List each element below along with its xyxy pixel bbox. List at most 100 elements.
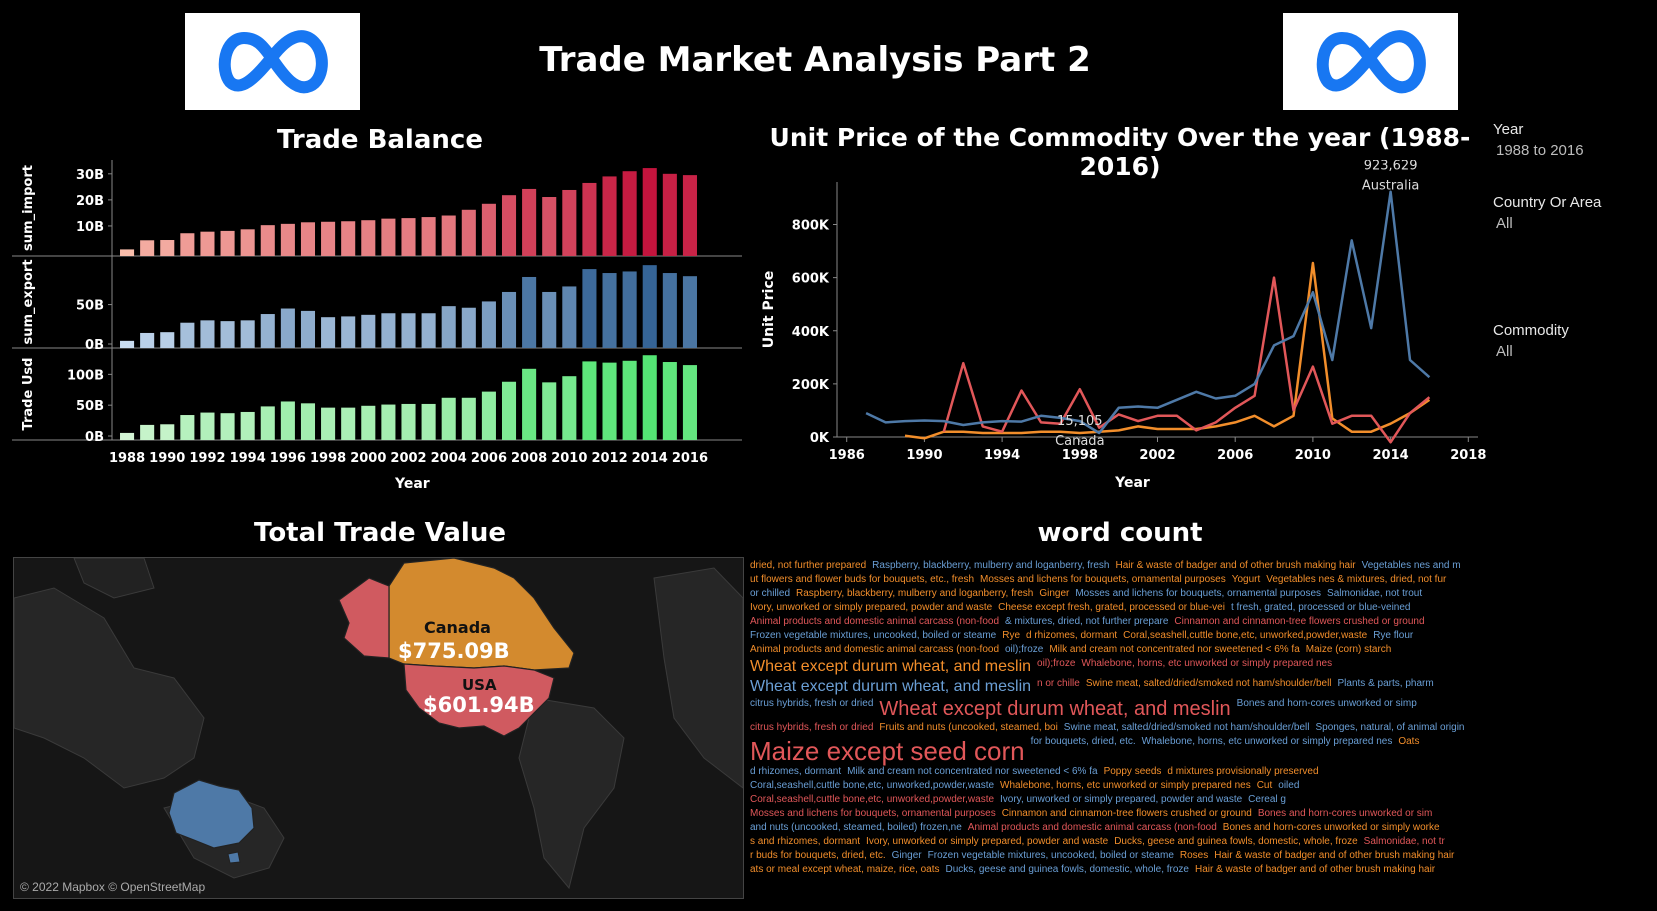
bar: [481, 391, 496, 440]
bar: [200, 412, 215, 440]
x-axis-label: Year: [1114, 475, 1150, 491]
bar: [522, 276, 537, 348]
word-item: Plants & parts, pharm: [1337, 678, 1434, 689]
bar: [542, 382, 557, 440]
bar: [501, 381, 517, 440]
series-line-0: [865, 190, 1431, 435]
bar: [180, 322, 195, 348]
word-item: Wheat except durum wheat, and meslin: [750, 678, 1032, 695]
bar: [682, 365, 697, 440]
bar: [401, 313, 416, 348]
word-item: Salmonidae, not trout: [1327, 588, 1423, 599]
filter-country-value[interactable]: All: [1496, 215, 1513, 232]
bar: [662, 362, 677, 440]
word-item: t fresh, grated, processed or blue-veine…: [1230, 602, 1411, 613]
bar: [300, 310, 316, 348]
word-item: Coral,seashell,cuttle bone,etc, unworked…: [1123, 630, 1368, 641]
bar: [481, 301, 496, 348]
bar: [622, 271, 637, 348]
word-item: ats or meal except wheat, maize, rice, o…: [750, 864, 940, 875]
annotation-label: Australia: [1362, 179, 1420, 194]
bar: [140, 424, 155, 440]
meta-logo-left: [185, 13, 360, 110]
word-item: d rhizomes, dormant: [750, 766, 842, 777]
x-tick-label: 1998: [1062, 448, 1098, 463]
word-item: Raspberry, blackberry, mulberry and loga…: [872, 560, 1110, 571]
word-item: r buds for bouquets, dried, etc.: [750, 850, 886, 861]
x-tick-label: 1998: [310, 451, 346, 466]
bar: [321, 317, 336, 348]
bar: [361, 314, 376, 348]
bar: [602, 273, 617, 348]
bar: [361, 220, 376, 256]
bar: [522, 188, 537, 256]
total-trade-map[interactable]: Canada $775.09B USA $601.94B © 2022 Mapb…: [13, 557, 744, 899]
x-tick-label: 2014: [632, 451, 668, 466]
word-item: Swine meat, salted/dried/smoked not ham/…: [1085, 678, 1332, 689]
x-tick-label: 2008: [511, 451, 547, 466]
bar: [341, 316, 356, 348]
annotation-value: 923,629: [1364, 160, 1418, 174]
unit-price-chart: 0K 200K 400K 600K 800K 1986 1990 1994 1998 2002 20…: [761, 160, 1486, 491]
word-item: oil);froze: [1005, 644, 1044, 655]
bar: [220, 413, 235, 440]
bar: [140, 240, 155, 256]
trade-balance-panel-0: sum_import 10B 20B 30B: [12, 160, 742, 257]
x-tick-label: 2002: [390, 451, 426, 466]
bar: [381, 313, 396, 348]
bar: [321, 407, 336, 440]
filter-year-value[interactable]: 1988 to 2016: [1496, 142, 1584, 159]
bar: [582, 182, 597, 256]
meta-infinity-logo-icon: [1316, 29, 1426, 93]
x-tick-label: 1994: [230, 451, 266, 466]
bar: [421, 313, 436, 348]
word-item: citrus hybrids, fresh or dried: [750, 698, 874, 709]
bar: [160, 332, 175, 348]
bar: [280, 308, 295, 348]
word-item: Oats: [1398, 736, 1420, 747]
bar: [180, 415, 195, 440]
bar: [682, 276, 697, 348]
trade-balance-chart: sum_import 10B20B30Bsum_export0B50BTrade …: [12, 160, 742, 466]
tick-label: 100B: [67, 368, 104, 383]
word-item: d mixtures provisionally preserved: [1167, 766, 1319, 777]
word-item: Cut: [1256, 780, 1273, 791]
bar: [562, 189, 577, 256]
bar: [542, 291, 557, 348]
x-tick-label: 2006: [1217, 448, 1253, 463]
annotation-label: Canada: [1055, 434, 1104, 449]
word-item: dried, not further prepared: [750, 560, 867, 571]
bar: [522, 368, 537, 440]
word-item: Mosses and lichens for bouquets, ornamen…: [750, 808, 996, 819]
word-item: for bouquets, dried, etc.: [1030, 736, 1136, 747]
x-tick-label: 2018: [1450, 448, 1486, 463]
panel-ylabel: Trade Usd: [21, 358, 36, 431]
bar: [120, 432, 135, 440]
map-attribution[interactable]: © 2022 Mapbox © OpenStreetMap: [20, 880, 206, 894]
trade-balance-panel-2: Trade Usd 0B 50B 100B: [12, 348, 742, 445]
filter-commodity-value[interactable]: All: [1496, 343, 1513, 360]
bar: [120, 340, 135, 348]
bar: [401, 403, 416, 440]
series-line-2: [904, 261, 1431, 440]
panel-ylabel: sum_export: [21, 259, 36, 344]
tick-label: 50B: [76, 399, 104, 414]
x-tick-label: 2000: [350, 451, 386, 466]
word-item: s and rhizomes, dormant: [750, 836, 861, 847]
word-item: Frozen vegetable mixtures, uncooked, boi…: [750, 630, 997, 641]
word-item: Ginger: [891, 850, 922, 861]
word-item: or chilled: [750, 588, 791, 599]
word-item: and nuts (uncooked, steamed, boiled) fro…: [750, 822, 962, 833]
word-item: Bones and horn-cores unworked or sim: [1257, 808, 1433, 819]
x-tick-label: 2012: [591, 451, 627, 466]
y-tick-label: 0K: [810, 431, 830, 446]
word-item: Cereal g: [1248, 794, 1286, 805]
word-item: Rye flour: [1373, 630, 1414, 641]
bar: [321, 221, 336, 256]
bar: [160, 240, 175, 256]
bar: [602, 362, 617, 440]
word-item: Ivory, unworked or simply prepared, powd…: [866, 836, 1109, 847]
word-item: Animal products and domestic animal carc…: [750, 644, 1000, 655]
x-tick-label: 1988: [109, 451, 145, 466]
bar: [341, 221, 356, 256]
